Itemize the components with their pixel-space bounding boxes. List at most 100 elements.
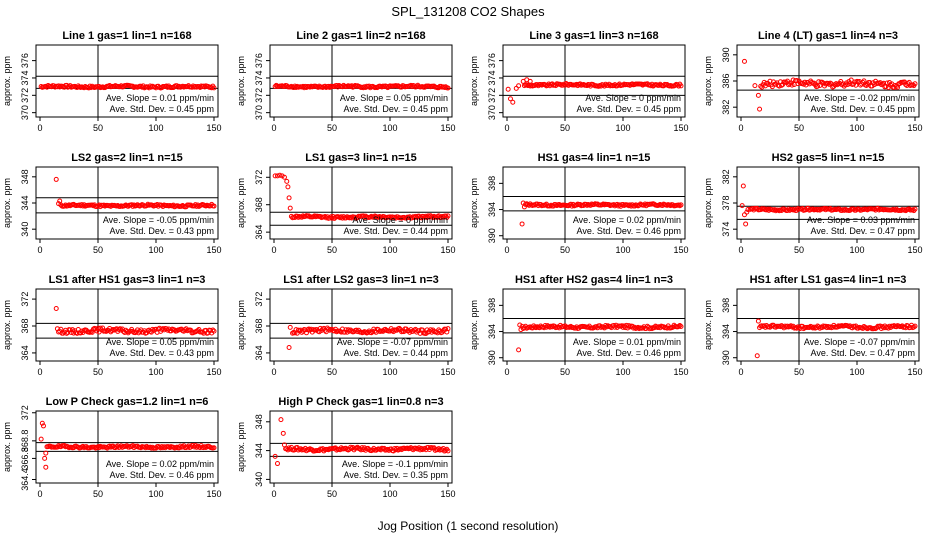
panel-2: Line 2 gas=1 lin=2 n=168 approx. ppm 370 37… [236,30,456,133]
panel-title: Line 4 (LT) gas=1 lin=4 n=3 [758,30,898,42]
panel-frame [502,44,686,118]
y-tick-label: 372 [20,292,30,307]
x-tick-label: 0 [738,245,743,255]
data-point [845,82,851,88]
data-point [632,324,638,330]
data-point [649,326,655,332]
panel-frame [35,44,219,118]
x-tick-label: 100 [382,245,397,255]
slope-annotation: Ave. Slope = 0.03 ppm/min [807,215,915,225]
y-tick-label: 340 [254,472,264,487]
data-point [63,202,69,208]
data-point [519,221,525,227]
data-point [306,447,312,453]
data-point [884,80,890,86]
data-point [521,204,527,210]
data-point [287,324,293,330]
data-point [636,202,642,208]
data-point [779,82,785,88]
y-tick-label: 398 [487,298,497,313]
data-point [103,328,109,334]
data-point [278,417,284,423]
data-point [81,445,87,451]
x-tick-label: 0 [738,367,743,377]
panel-7: HS1 gas=4 lin=1 n=15 approx. ppm 390 394 398… [469,152,689,255]
figure-title: SPL_131208 CO2 Shapes [391,4,545,19]
data-point [272,173,278,179]
slope-annotation: Ave. Slope = 0 ppm/min [585,93,681,103]
x-tick-label: 150 [206,367,221,377]
x-tick-label: 50 [794,245,804,255]
slope-annotation: Ave. Slope = 0.02 ppm/min [106,459,214,469]
data-point [211,85,217,91]
data-point [272,453,278,459]
panel-8: HS2 gas=5 lin=1 n=15 approx. ppm 374 378 382… [703,152,923,255]
y-axis-label: approx. ppm [236,422,246,472]
data-point [194,444,200,450]
data-point [338,329,344,335]
data-point [553,202,559,208]
x-tick-label: 150 [206,245,221,255]
y-tick-label: 398 [487,176,497,191]
data-point [510,99,516,105]
y-tick-label: 374 [20,70,30,85]
y-tick-label: 382 [721,100,731,115]
data-point [677,323,683,329]
data-point [211,328,217,334]
data-point [66,84,72,90]
panel-13: Low P Check gas=1.2 lin=1 n=6 approx. ppm… [2,396,222,499]
y-axis-label: approx. ppm [2,56,12,106]
x-tick-label: 150 [206,123,221,133]
panel-title: HS1 after LS1 gas=4 lin=1 n=3 [750,274,907,286]
y-axis-label: approx. ppm [469,178,479,228]
data-point [567,324,573,330]
data-point [201,330,207,336]
panel-1: Line 1 gas=1 lin=1 n=168 approx. ppm 370 37… [2,30,222,133]
data-point [572,325,578,331]
data-point [678,83,684,89]
data-point [615,82,621,88]
y-tick-label: 368 [254,318,264,333]
data-point [184,84,190,90]
data-point [516,347,522,353]
data-point [757,106,763,112]
data-point [443,326,449,332]
x-tick-label: 0 [271,489,276,499]
data-point [285,184,291,190]
data-point [281,174,287,180]
y-tick-label: 344 [254,443,264,458]
panel-4: Line 4 (LT) gas=1 lin=4 n=3 approx. ppm 38… [703,30,923,133]
data-point [61,203,67,209]
panel-title: LS1 gas=3 lin=1 n=15 [305,152,417,164]
x-tick-label: 50 [93,245,103,255]
data-point [521,83,527,89]
x-tick-label: 0 [271,245,276,255]
x-tick-label: 100 [849,367,864,377]
x-tick-label: 0 [504,123,509,133]
data-point [393,215,399,221]
data-point [184,444,190,450]
y-axis-label: approx. ppm [236,56,246,106]
std-dev-annotation: Ave. Std. Dev. = 0.35 ppm [344,470,448,480]
data-point [815,83,821,89]
y-tick-label: 372 [487,88,497,103]
panel-frame [269,410,453,484]
x-tick-label: 100 [615,367,630,377]
data-point [167,445,173,451]
panel-title: Line 2 gas=1 lin=2 n=168 [296,30,425,42]
data-point [739,203,745,209]
slope-annotation: Ave. Slope = 0.05 ppm/min [340,93,448,103]
y-tick-label: 372 [254,170,264,185]
panel-title: HS1 after HS2 gas=4 lin=1 n=3 [515,274,673,286]
y-tick-label: 366.8 [20,447,30,470]
data-point [344,329,350,335]
panel-6: LS1 gas=3 lin=1 n=15 approx. ppm 364 368 372… [236,152,456,255]
data-point [42,455,48,461]
y-tick-label: 394 [487,324,497,339]
data-point [912,206,918,212]
y-tick-label: 378 [721,195,731,210]
x-tick-label: 50 [327,245,337,255]
x-tick-label: 100 [148,245,163,255]
